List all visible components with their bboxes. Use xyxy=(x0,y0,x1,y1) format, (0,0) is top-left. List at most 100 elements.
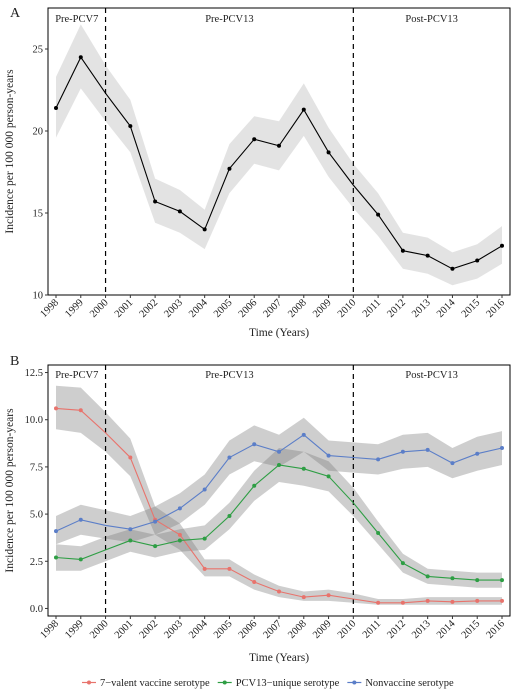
legend-marker xyxy=(222,680,227,685)
legend-label: PCV13−unique serotype xyxy=(236,678,340,689)
data-point xyxy=(425,447,430,452)
data-point xyxy=(252,442,257,447)
data-point xyxy=(500,598,504,603)
x-tick-label: 2014 xyxy=(435,297,458,320)
data-point xyxy=(128,124,133,129)
y-tick-label: 12.5 xyxy=(25,368,43,379)
legend-label: 7−valent vaccine serotype xyxy=(100,678,210,689)
x-tick-label: 2004 xyxy=(187,618,210,641)
data-point xyxy=(177,538,182,543)
legend: 7−valent vaccine serotype PCV13−unique se… xyxy=(82,678,454,689)
x-tick-label: 2012 xyxy=(385,297,408,320)
x-tick-label: 2008 xyxy=(286,297,309,320)
x-tick-label: 1999 xyxy=(63,618,86,641)
data-point xyxy=(475,578,480,583)
data-point xyxy=(326,593,331,598)
period-label: Pre-PCV13 xyxy=(205,14,253,25)
x-tick-label: 2006 xyxy=(237,297,260,320)
x-tick-label: 2002 xyxy=(138,297,161,320)
x-tick-label: 2015 xyxy=(460,297,483,320)
x-tick-label: 2005 xyxy=(212,297,235,320)
x-tick-label: 2014 xyxy=(435,618,458,641)
legend-label: Nonvaccine serotype xyxy=(365,678,454,689)
data-point xyxy=(475,451,480,456)
x-tick-label: 2004 xyxy=(187,297,210,320)
data-point xyxy=(202,566,207,571)
x-tick-label: 2015 xyxy=(460,618,483,641)
x-axis-title: Time (Years) xyxy=(249,652,309,664)
y-axis-title: Incidence per 100 000 person-years xyxy=(4,69,16,234)
data-point xyxy=(54,106,58,111)
data-point xyxy=(450,599,455,604)
data-point xyxy=(153,519,158,524)
data-point xyxy=(277,589,281,594)
data-point xyxy=(301,595,306,600)
data-point xyxy=(227,566,232,571)
x-tick-label: 2013 xyxy=(410,618,433,641)
period-label: Post-PCV13 xyxy=(405,14,458,25)
data-point xyxy=(277,463,281,468)
x-tick-label: 2007 xyxy=(261,618,284,641)
data-point xyxy=(425,253,430,258)
confidence-band-1 xyxy=(56,448,502,588)
x-tick-label: 1999 xyxy=(63,297,86,320)
legend-marker xyxy=(87,680,91,685)
period-label: Pre-PCV13 xyxy=(205,370,253,381)
x-tick-label: 2003 xyxy=(162,297,185,320)
data-point xyxy=(376,600,381,605)
panel-label: B xyxy=(10,354,19,369)
y-tick-label: 10.0 xyxy=(25,415,43,426)
data-point xyxy=(153,199,158,204)
data-point xyxy=(500,243,504,248)
data-point xyxy=(202,487,207,492)
data-point xyxy=(128,455,133,460)
data-point xyxy=(128,538,133,543)
x-tick-label: 2011 xyxy=(361,618,383,640)
data-point xyxy=(177,532,182,537)
data-point xyxy=(78,55,83,60)
x-tick-label: 2011 xyxy=(361,297,383,319)
period-label: Pre-PCV7 xyxy=(55,14,98,25)
x-tick-label: 2007 xyxy=(261,297,284,320)
data-point xyxy=(177,506,182,511)
data-point xyxy=(227,513,232,518)
panel-label: A xyxy=(10,6,21,21)
data-point xyxy=(475,258,480,263)
x-axis-title: Time (Years) xyxy=(249,327,309,339)
y-tick-label: 25 xyxy=(33,45,44,56)
confidence-band-0 xyxy=(56,24,502,286)
legend-marker xyxy=(352,680,357,685)
data-point xyxy=(78,408,83,413)
data-point xyxy=(400,248,405,253)
x-tick-label: 2005 xyxy=(212,618,235,641)
data-point xyxy=(500,446,504,451)
data-point xyxy=(277,449,281,454)
period-label: Pre-PCV7 xyxy=(55,370,98,381)
y-tick-label: 7.5 xyxy=(30,462,43,473)
x-tick-label: 2016 xyxy=(484,297,507,320)
data-point xyxy=(277,143,281,148)
data-point xyxy=(227,455,232,460)
x-tick-label: 2001 xyxy=(113,618,136,641)
confidence-band-2 xyxy=(56,417,502,545)
x-tick-label: 2010 xyxy=(336,618,359,641)
data-point xyxy=(54,555,58,560)
data-point xyxy=(450,576,455,581)
y-tick-label: 10 xyxy=(33,291,44,302)
y-tick-label: 15 xyxy=(33,209,44,220)
x-tick-label: 2009 xyxy=(311,618,334,641)
data-point xyxy=(425,574,430,579)
x-tick-label: 2000 xyxy=(88,297,111,320)
x-tick-label: 2002 xyxy=(138,618,161,641)
y-tick-label: 20 xyxy=(33,127,44,138)
data-point xyxy=(252,483,257,488)
y-tick-label: 0.0 xyxy=(30,604,43,615)
data-point xyxy=(450,266,455,271)
data-point xyxy=(376,457,381,462)
data-point xyxy=(376,530,381,535)
data-point xyxy=(400,600,405,605)
data-point xyxy=(54,529,58,534)
data-point xyxy=(400,449,405,454)
